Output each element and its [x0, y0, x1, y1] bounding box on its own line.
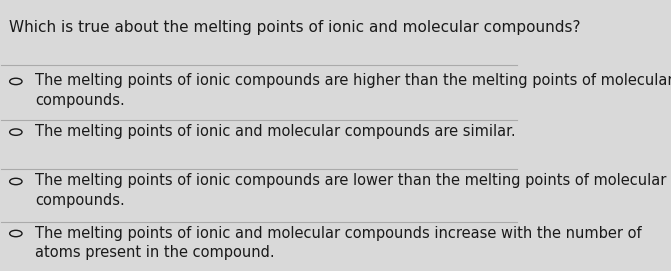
- Text: The melting points of ionic and molecular compounds increase with the number of
: The melting points of ionic and molecula…: [35, 225, 641, 260]
- Text: The melting points of ionic compounds are higher than the melting points of mole: The melting points of ionic compounds ar…: [35, 73, 671, 108]
- Text: The melting points of ionic compounds are lower than the melting points of molec: The melting points of ionic compounds ar…: [35, 173, 666, 208]
- Text: The melting points of ionic and molecular compounds are similar.: The melting points of ionic and molecula…: [35, 124, 515, 139]
- Text: Which is true about the melting points of ionic and molecular compounds?: Which is true about the melting points o…: [9, 20, 580, 35]
